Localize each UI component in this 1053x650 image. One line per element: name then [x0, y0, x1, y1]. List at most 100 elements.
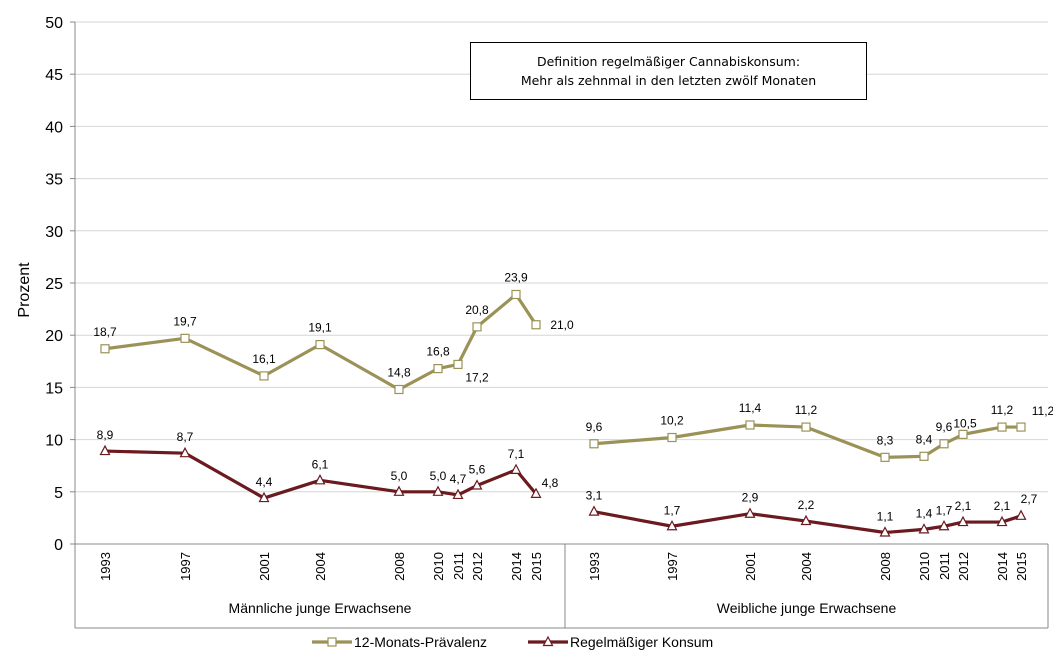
data-point-triangle [510, 463, 522, 474]
data-label: 1,7 [664, 503, 681, 517]
data-label: 2,9 [742, 491, 759, 505]
x-tick-label: 2008 [392, 552, 407, 581]
data-label: 2,2 [798, 498, 815, 512]
group-labels: Männliche junge Erwachsene Weibliche jung… [229, 600, 897, 616]
x-tick-label: 2011 [451, 552, 466, 580]
y-tick-label: 25 [45, 276, 63, 293]
y-axis-label: Prozent [16, 262, 33, 318]
x-tick-label: 1993 [587, 552, 602, 581]
x-tick-label: 2015 [1014, 552, 1029, 581]
data-label: 19,1 [308, 321, 332, 335]
data-point-square [958, 429, 968, 439]
definition-annotation: Definition regelmäßiger Cannabiskonsum: … [470, 42, 867, 100]
y-tick-label: 35 [45, 172, 63, 189]
legend-label: Regelmäßiger Konsum [570, 634, 713, 650]
x-tick-label: 2011 [937, 552, 952, 580]
series-line-prevalence-female [593, 423, 1021, 459]
x-tick-label: 2012 [470, 552, 485, 581]
data-label: 2,1 [955, 499, 972, 513]
data-point-triangle [744, 507, 756, 518]
x-tick-label: 2014 [995, 552, 1010, 581]
data-point-triangle [452, 488, 464, 500]
y-tick-label: 30 [45, 224, 63, 241]
x-tick-label: 2001 [257, 552, 272, 581]
data-point-triangle [996, 515, 1008, 527]
data-label: 23,9 [504, 270, 528, 284]
data-point-triangle [179, 446, 191, 458]
data-label: 16,8 [426, 345, 450, 359]
data-label: 3,1 [586, 489, 603, 503]
data-point-square [394, 384, 404, 395]
data-point-square [453, 359, 463, 370]
data-labels: 18,7 19,7 16,1 19,1 14,8 16,8 17,2 20,8 23,9 21,0… [93, 270, 1053, 523]
data-point-triangle [666, 519, 678, 531]
data-point-square [919, 451, 929, 461]
data-label: 20,8 [465, 303, 489, 317]
group-label: Weibliche junge Erwachsene [717, 600, 897, 616]
legend: 12-Monats-Prävalenz Regelmäßiger Konsum [312, 634, 713, 650]
definition-line-1: Definition regelmäßiger Cannabiskonsum: [536, 54, 801, 69]
data-label: 11,2 [1032, 404, 1053, 418]
data-label: 16,1 [252, 352, 276, 366]
data-point-square [880, 452, 890, 462]
data-label: 1,7 [936, 503, 953, 517]
data-label: 1,1 [877, 510, 894, 524]
x-tick-label: 1997 [665, 552, 680, 581]
x-tick-label: 2014 [509, 552, 524, 581]
definition-line-2: Mehr als zehnmal in den letzten zwölf Mo… [520, 73, 817, 88]
data-label: 17,2 [465, 370, 489, 384]
data-point-triangle [938, 519, 950, 531]
legend-marker-square [327, 637, 337, 647]
x-tick-label: 2010 [431, 552, 446, 581]
data-point-triangle [879, 526, 891, 537]
series-line-regular-female [593, 510, 1022, 535]
data-label: 10,2 [660, 414, 684, 428]
x-tick-label: 2015 [529, 552, 544, 581]
y-tick-label: 10 [45, 433, 63, 450]
data-label: 4,7 [450, 472, 467, 486]
data-point-triangle [800, 514, 812, 526]
data-label: 7,1 [508, 447, 525, 461]
data-label: 21,0 [550, 318, 574, 332]
data-label: 5,6 [469, 463, 486, 477]
data-label: 14,8 [387, 365, 411, 379]
y-tick-label: 20 [45, 328, 63, 345]
group-label: Männliche junge Erwachsene [229, 600, 412, 616]
data-point-square [433, 364, 443, 374]
data-label: 11,2 [795, 403, 818, 417]
data-point-square [100, 344, 110, 354]
series-markers [99, 289, 1027, 537]
series-line-regular-male [104, 449, 538, 500]
data-label: 6,1 [312, 457, 329, 471]
data-point-triangle [588, 505, 600, 516]
y-axis-ticks: 0 5 10 15 20 25 30 35 40 45 50 [45, 15, 75, 554]
y-tick-label: 0 [54, 537, 63, 554]
data-label: 2,7 [1021, 492, 1038, 506]
legend-marker-triangle [542, 635, 554, 647]
data-label: 8,4 [916, 432, 933, 446]
series-lines [104, 292, 1022, 535]
y-tick-label: 50 [45, 15, 63, 32]
data-point-square [531, 320, 541, 330]
data-point-triangle [1015, 509, 1027, 520]
x-tick-label: 2010 [917, 552, 932, 581]
data-label: 8,7 [177, 430, 194, 444]
data-label: 5,0 [391, 469, 408, 483]
data-label: 19,7 [173, 314, 197, 328]
data-point-triangle [393, 485, 405, 496]
data-label: 10,5 [953, 416, 977, 430]
data-point-triangle [530, 487, 542, 498]
data-label: 4,8 [542, 476, 559, 490]
data-label: 8,9 [97, 428, 114, 442]
y-tick-label: 15 [45, 380, 63, 397]
y-tick-label: 5 [54, 485, 63, 502]
data-label: 1,4 [916, 506, 933, 520]
y-tick-label: 40 [45, 119, 63, 136]
x-tick-label: 2012 [956, 552, 971, 581]
x-tick-label: 2004 [799, 552, 814, 581]
legend-label: 12-Monats-Prävalenz [354, 634, 487, 650]
data-point-square [589, 439, 599, 449]
data-point-square [180, 333, 190, 343]
data-point-triangle [99, 444, 111, 456]
